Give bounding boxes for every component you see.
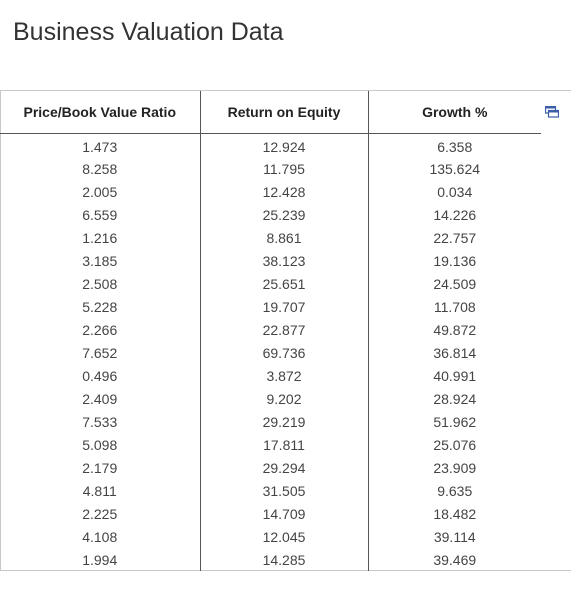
price-book-ratio-cell: 2.409 xyxy=(82,390,118,407)
copy-to-clipboard-icon[interactable] xyxy=(545,106,559,118)
return-on-equity-cell: 12.045 xyxy=(199,525,368,548)
table-row: 5.228 19.707 11.708 xyxy=(0,295,541,318)
return-on-equity-cell: 19.707 xyxy=(199,295,368,318)
table-row: 2.005 12.428 0.034 xyxy=(0,180,541,203)
return-on-equity-cell: 69.736 xyxy=(199,341,368,364)
table-header-row: Price/Book Value Ratio Return on Equity … xyxy=(0,91,541,134)
table-row: 2.409 9.202 28.924 xyxy=(0,387,541,410)
growth-percent-cell: 18.482 xyxy=(367,502,541,525)
growth-percent-cell: 39.469 xyxy=(367,548,541,571)
page-title: Business Valuation Data xyxy=(13,18,284,46)
return-on-equity-cell: 14.709 xyxy=(199,502,368,525)
price-book-ratio-cell: 5.098 xyxy=(82,436,118,453)
return-on-equity-cell: 12.924 xyxy=(199,133,368,157)
header-return-on-equity: Return on Equity xyxy=(199,91,368,134)
price-book-ratio-cell: 1.216 xyxy=(82,229,118,246)
price-book-ratio-cell: 2.225 xyxy=(82,505,118,522)
table-row: 2.179 29.294 23.909 xyxy=(0,456,541,479)
return-on-equity-cell: 31.505 xyxy=(199,479,368,502)
table-row: 1.473 12.924 6.358 xyxy=(0,133,541,157)
table-row: 8.258 11.795 135.624 xyxy=(0,157,541,180)
price-book-ratio-cell: 8.258 xyxy=(82,160,118,177)
price-book-ratio-cell: 2.508 xyxy=(82,275,118,292)
price-book-ratio-cell: 3.185 xyxy=(82,252,118,269)
return-on-equity-cell: 11.795 xyxy=(199,157,368,180)
table-row: 7.652 69.736 36.814 xyxy=(0,341,541,364)
return-on-equity-cell: 12.428 xyxy=(199,180,368,203)
price-book-ratio-cell: 7.533 xyxy=(82,413,118,430)
price-book-ratio-cell: 4.811 xyxy=(82,482,117,499)
growth-percent-cell: 39.114 xyxy=(367,525,541,548)
growth-percent-cell: 28.924 xyxy=(367,387,541,410)
table-row: 7.533 29.219 51.962 xyxy=(0,410,541,433)
growth-percent-cell: 14.226 xyxy=(367,203,541,226)
growth-percent-cell: 22.757 xyxy=(367,226,541,249)
header-growth-percent: Growth % xyxy=(367,91,541,134)
growth-percent-cell: 40.991 xyxy=(367,364,541,387)
table-row: 2.266 22.877 49.872 xyxy=(0,318,541,341)
table-row: 2.225 14.709 18.482 xyxy=(0,502,541,525)
return-on-equity-cell: 25.239 xyxy=(199,203,368,226)
table-row: 6.559 25.239 14.226 xyxy=(0,203,541,226)
price-book-ratio-cell: 7.652 xyxy=(82,344,118,361)
price-book-ratio-cell: 4.108 xyxy=(82,528,118,545)
return-on-equity-cell: 17.811 xyxy=(199,433,368,456)
growth-percent-cell: 6.358 xyxy=(367,133,541,157)
header-price-book-ratio: Price/Book Value Ratio xyxy=(0,91,200,134)
growth-percent-cell: 23.909 xyxy=(367,456,541,479)
return-on-equity-cell: 38.123 xyxy=(199,249,368,272)
table-row: 4.108 12.045 39.114 xyxy=(0,525,541,548)
price-book-ratio-cell: 0.496 xyxy=(82,367,118,384)
price-book-ratio-cell: 2.266 xyxy=(82,321,118,338)
growth-percent-cell: 9.635 xyxy=(367,479,541,502)
growth-percent-cell: 11.708 xyxy=(367,295,541,318)
growth-percent-cell: 0.034 xyxy=(367,180,541,203)
return-on-equity-cell: 14.285 xyxy=(199,548,368,571)
table-row: 3.185 38.123 19.136 xyxy=(0,249,541,272)
price-book-ratio-cell: 2.179 xyxy=(82,459,118,476)
price-book-ratio-cell: 2.005 xyxy=(82,183,118,200)
valuation-data-table: Price/Book Value Ratio Return on Equity … xyxy=(0,91,541,571)
return-on-equity-cell: 22.877 xyxy=(199,318,368,341)
price-book-ratio-cell: 1.994 xyxy=(82,551,118,568)
table-row: 2.508 25.651 24.509 xyxy=(0,272,541,295)
table-body: 1.473 12.924 6.358 8.258 11.795 135.624 2.005 1… xyxy=(0,133,541,571)
table-row: 5.098 17.811 25.076 xyxy=(0,433,541,456)
table-row: 4.811 31.505 9.635 xyxy=(0,479,541,502)
table-row: 1.216 8.861 22.757 xyxy=(0,226,541,249)
return-on-equity-cell: 3.872 xyxy=(199,364,368,387)
growth-percent-cell: 49.872 xyxy=(367,318,541,341)
growth-percent-cell: 25.076 xyxy=(367,433,541,456)
price-book-ratio-cell: 6.559 xyxy=(82,206,118,223)
table-row: 0.496 3.872 40.991 xyxy=(0,364,541,387)
price-book-ratio-cell: 1.473 xyxy=(82,139,118,155)
return-on-equity-cell: 9.202 xyxy=(199,387,368,410)
growth-percent-cell: 19.136 xyxy=(367,249,541,272)
growth-percent-cell: 51.962 xyxy=(367,410,541,433)
growth-percent-cell: 135.624 xyxy=(367,157,541,180)
return-on-equity-cell: 25.651 xyxy=(199,272,368,295)
return-on-equity-cell: 8.861 xyxy=(199,226,368,249)
return-on-equity-cell: 29.294 xyxy=(199,456,368,479)
table-row: 1.994 14.285 39.469 xyxy=(0,548,541,571)
return-on-equity-cell: 29.219 xyxy=(199,410,368,433)
growth-percent-cell: 24.509 xyxy=(367,272,541,295)
growth-percent-cell: 36.814 xyxy=(367,341,541,364)
price-book-ratio-cell: 5.228 xyxy=(82,298,118,315)
